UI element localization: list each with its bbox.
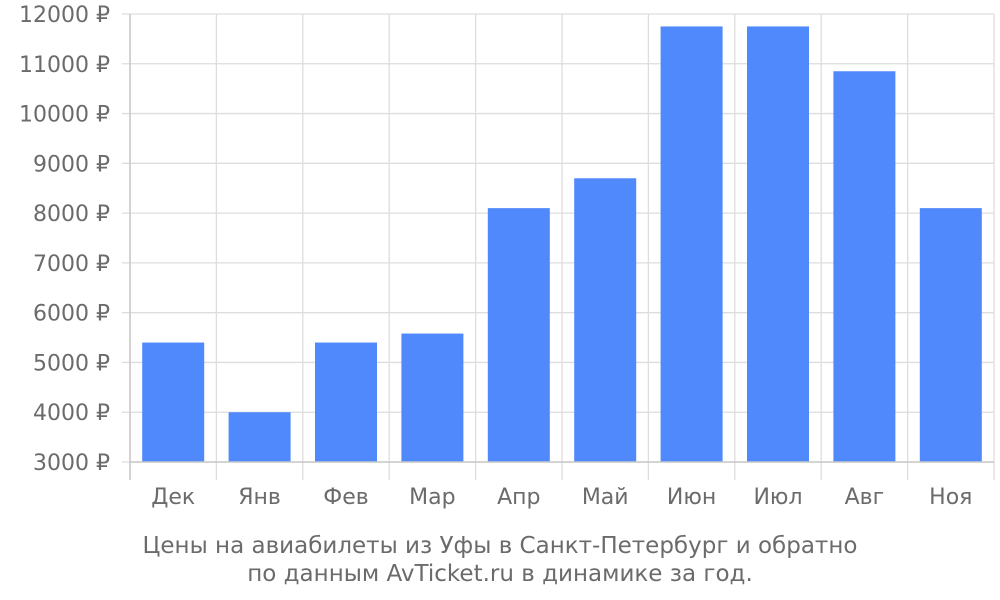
caption-line-1: Цены на авиабилеты из Уфы в Санкт-Петерб… — [142, 533, 858, 559]
bar — [747, 26, 809, 462]
axes — [129, 14, 994, 480]
bar — [228, 412, 291, 462]
y-tick-label: 8000 ₽ — [33, 202, 110, 227]
x-tick-label: Июл — [753, 485, 802, 510]
chart-caption: Цены на авиабилеты из Уфы в Санкт-Петерб… — [0, 532, 1000, 588]
x-tick-labels: Дек Янв Фев Мар Апр Май Июн Июл Авг Ноя — [151, 485, 972, 510]
price-bar-chart: 3000 ₽ 4000 ₽ 5000 ₽ 6000 ₽ 7000 ₽ 8000 ₽ 9000… — [19, 3, 995, 510]
y-tick-label: 11000 ₽ — [19, 53, 110, 78]
bar — [574, 178, 637, 462]
bar — [401, 333, 464, 462]
x-tick-label: Июн — [667, 485, 716, 510]
bar — [142, 342, 205, 462]
x-tick-label: Дек — [151, 485, 195, 510]
y-tick-labels: 3000 ₽ 4000 ₽ 5000 ₽ 6000 ₽ 7000 ₽ 8000 ₽ 9000… — [19, 3, 110, 476]
bar — [919, 208, 982, 462]
y-tick-label: 9000 ₽ — [33, 152, 110, 177]
bar — [660, 26, 723, 462]
bars — [142, 26, 982, 462]
y-tick-label: 3000 ₽ — [33, 451, 110, 476]
bar — [487, 208, 550, 462]
y-tick-label: 12000 ₽ — [19, 3, 110, 28]
x-tick-label: Фев — [323, 485, 368, 510]
y-tick-label: 5000 ₽ — [33, 351, 110, 376]
caption-line-2: по данным AvTicket.ru в динамике за год. — [247, 561, 753, 587]
y-tick-label: 4000 ₽ — [33, 401, 110, 426]
x-tick-label: Май — [582, 485, 629, 510]
x-tick-label: Янв — [238, 485, 281, 510]
y-tick-label: 7000 ₽ — [33, 252, 110, 277]
y-tick-label: 10000 ₽ — [19, 103, 110, 128]
bar — [833, 71, 896, 462]
y-tick-label: 6000 ₽ — [33, 302, 110, 327]
x-tick-label: Авг — [845, 485, 885, 510]
bar — [315, 342, 377, 462]
x-tick-label: Апр — [497, 485, 540, 510]
x-tick-label: Мар — [409, 485, 455, 510]
x-tick-label: Ноя — [929, 485, 972, 510]
